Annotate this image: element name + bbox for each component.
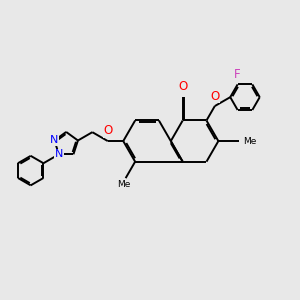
Text: N: N (55, 149, 63, 159)
Text: O: O (178, 80, 187, 93)
Text: N: N (50, 136, 58, 146)
Text: O: O (210, 89, 219, 103)
Text: F: F (234, 68, 240, 80)
Text: Me: Me (118, 180, 131, 189)
Text: O: O (103, 124, 112, 137)
Text: Me: Me (243, 136, 256, 146)
